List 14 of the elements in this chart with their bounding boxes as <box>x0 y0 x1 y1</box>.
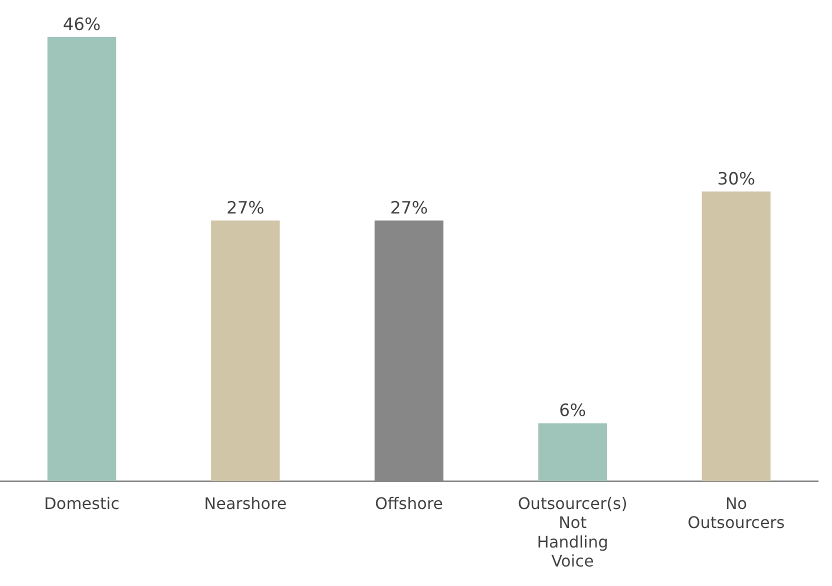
x-tick-label: Nearshore <box>204 494 287 513</box>
x-tick-label: Domestic <box>44 494 120 513</box>
data-label: 6% <box>559 401 586 422</box>
bar <box>47 37 116 482</box>
bar <box>211 220 280 482</box>
bar <box>702 192 771 482</box>
data-label: 27% <box>226 198 264 218</box>
data-label: 27% <box>390 198 428 218</box>
data-label: 30% <box>717 169 756 190</box>
x-tick-label: Offshore <box>375 494 443 513</box>
bar <box>538 423 607 482</box>
x-tick-label: Outsourcer(s) Not Handling Voice <box>518 494 628 571</box>
data-label: 46% <box>62 14 101 35</box>
x-tick-label: No Outsourcers <box>688 494 785 532</box>
